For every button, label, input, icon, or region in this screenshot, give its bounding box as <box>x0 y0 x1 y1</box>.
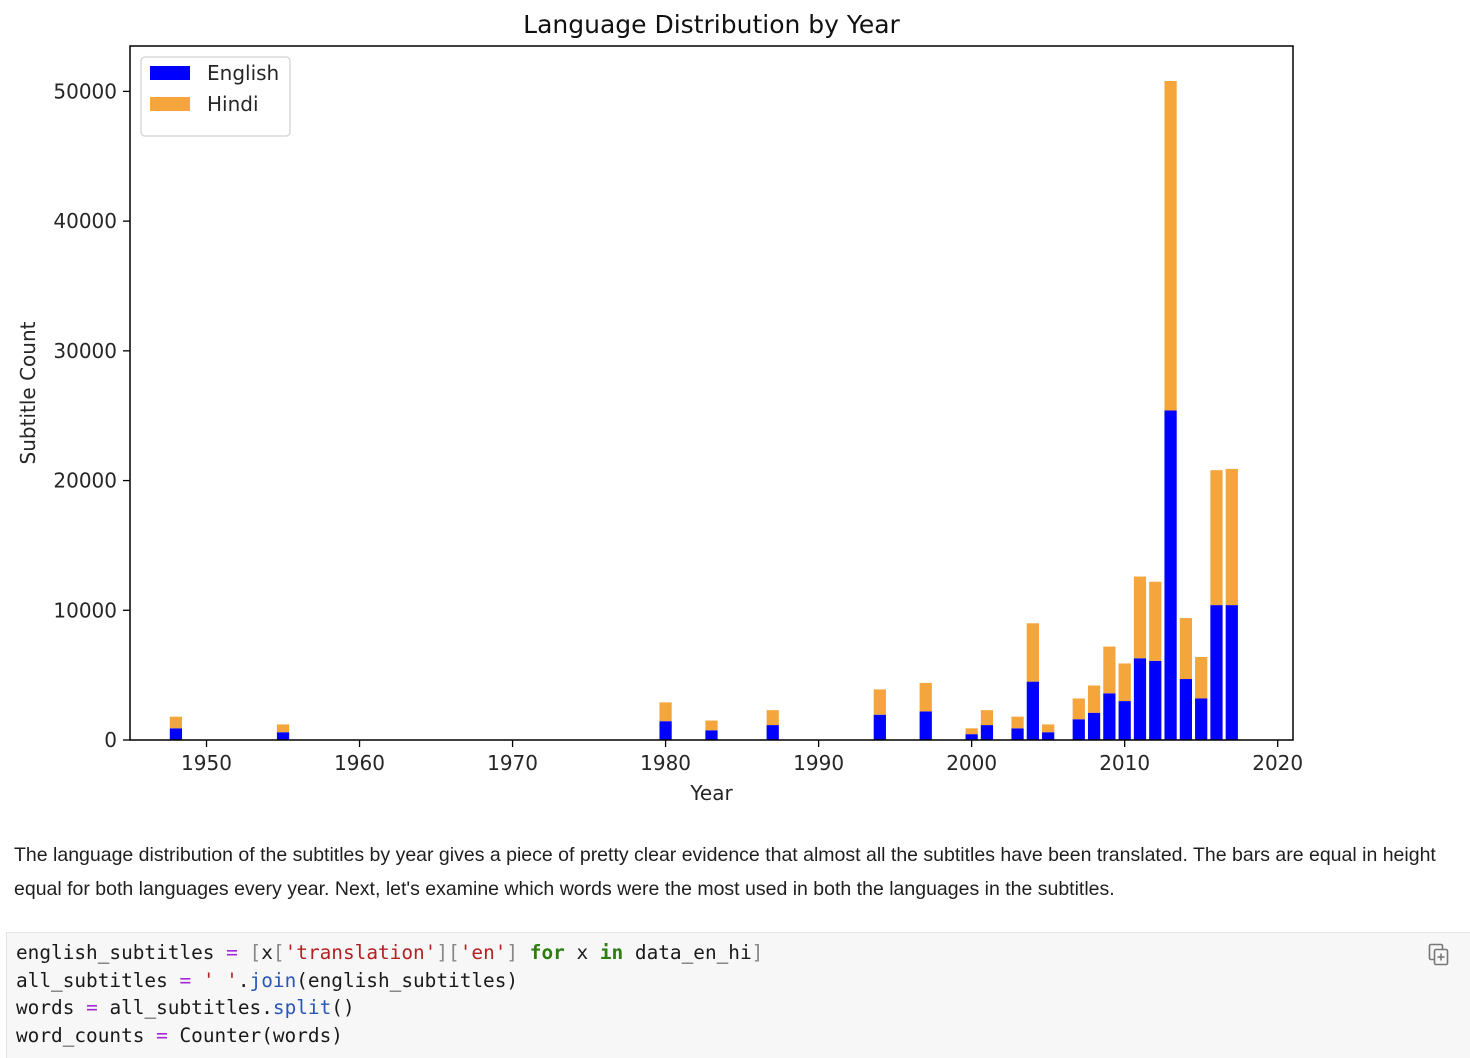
chart-figure: Language Distribution by Year 1950 1960 197… <box>16 10 1303 805</box>
bar-hindi-2011 <box>1133 576 1147 659</box>
bar-hindi-1980 <box>659 702 672 722</box>
x-tick-label-1970: 1970 <box>487 751 538 775</box>
y-tick-label-30000: 30000 <box>53 339 117 363</box>
bar-english-2004 <box>1026 681 1039 740</box>
bar-hindi-2010 <box>1118 663 1131 702</box>
bar-english-1955 <box>276 732 290 740</box>
bar-hindi-2005 <box>1042 724 1055 733</box>
bar-hindi-2007 <box>1072 698 1085 720</box>
bar-hindi-1987 <box>766 710 779 726</box>
code-line-1: english_subtitles = [x['translation']['e… <box>16 941 764 964</box>
bar-english-1983 <box>705 730 718 740</box>
bar-hindi-1983 <box>705 720 718 731</box>
bar-english-2013 <box>1164 410 1177 740</box>
bar-english-1997 <box>919 711 932 740</box>
bar-english-2017 <box>1225 605 1238 740</box>
code-line-3: words = all_subtitles.split() <box>16 996 355 1020</box>
bar-english-2012 <box>1149 660 1162 740</box>
bar-english-1948 <box>169 728 183 740</box>
y-axis-label: Subtitle Count <box>16 321 40 464</box>
bar-hindi-2012 <box>1149 581 1162 661</box>
bar-english-1987 <box>766 725 779 740</box>
bar-hindi-2004 <box>1026 623 1039 682</box>
bar-english-2000 <box>965 734 978 740</box>
bar-english-2009 <box>1103 693 1116 740</box>
x-axis-label: Year <box>689 781 733 805</box>
code-block: english_subtitles = [x['translation']['e… <box>7 933 1470 1049</box>
y-tick-label-50000: 50000 <box>53 79 117 103</box>
bar-hindi-2003 <box>1011 716 1024 729</box>
bar-hindi-2017 <box>1225 468 1238 606</box>
explanation-line-1: The language distribution of the subtitl… <box>14 844 1436 866</box>
bar-english-2015 <box>1195 698 1208 740</box>
legend: English Hindi <box>140 56 291 137</box>
bar-chart: Language Distribution by Year 1950 1960 197… <box>16 10 1303 805</box>
explanation-text: The language distribution of the subtitl… <box>14 838 1470 906</box>
bar-english-2011 <box>1133 658 1147 740</box>
bar-english-2010 <box>1118 701 1131 740</box>
bar-hindi-2009 <box>1103 646 1116 694</box>
code-line-2: all_subtitles = ' '.join(english_subtitl… <box>16 968 519 992</box>
y-tick-label-40000: 40000 <box>53 209 117 233</box>
y-tick-label-20000: 20000 <box>53 469 117 493</box>
bar-english-2007 <box>1072 719 1085 740</box>
bar-english-2014 <box>1179 679 1193 740</box>
bar-hindi-2015 <box>1195 656 1208 699</box>
legend-label-hindi: Hindi <box>207 92 259 116</box>
copy-icon[interactable] <box>1428 943 1450 967</box>
bar-hindi-2001 <box>980 710 994 726</box>
bar-hindi-2013 <box>1164 81 1177 411</box>
plot-frame <box>129 45 1294 741</box>
bar-hindi-1955 <box>276 724 290 733</box>
x-tick-label-2010: 2010 <box>1099 751 1150 775</box>
bar-english-2003 <box>1011 728 1024 740</box>
bar-hindi-2000 <box>965 728 978 735</box>
bar-hindi-2016 <box>1210 470 1223 606</box>
explanation-line-2: equal for both languages every year. Nex… <box>14 878 1115 900</box>
legend-swatch-english <box>150 66 190 80</box>
bar-english-2001 <box>980 725 994 740</box>
x-tick-label-1960: 1960 <box>334 751 385 775</box>
x-tick-label-1980: 1980 <box>640 751 691 775</box>
x-tick-label-1990: 1990 <box>793 751 844 775</box>
bar-english-2016 <box>1210 605 1223 740</box>
x-tick-label-1950: 1950 <box>181 751 232 775</box>
legend-label-english: English <box>207 61 279 85</box>
bar-hindi-2014 <box>1179 618 1193 680</box>
bar-english-2005 <box>1042 732 1055 740</box>
chart-title: Language Distribution by Year <box>523 10 900 39</box>
bar-hindi-1948 <box>169 716 183 729</box>
y-tick-label-10000: 10000 <box>53 598 117 622</box>
bar-english-1994 <box>873 714 886 740</box>
bar-english-1980 <box>659 721 672 740</box>
x-tick-label-2000: 2000 <box>946 751 997 775</box>
bar-hindi-2008 <box>1087 685 1101 713</box>
x-tick-label-2020: 2020 <box>1252 751 1303 775</box>
bar-hindi-1994 <box>873 689 886 715</box>
code-line-4: word_counts = Counter(words) <box>16 1023 343 1047</box>
legend-swatch-hindi <box>150 97 190 111</box>
bar-english-2008 <box>1087 712 1101 740</box>
code-cell[interactable]: english_subtitles = [x['translation']['e… <box>6 932 1470 1058</box>
bar-hindi-1997 <box>919 682 932 712</box>
y-tick-label-0: 0 <box>104 728 117 752</box>
